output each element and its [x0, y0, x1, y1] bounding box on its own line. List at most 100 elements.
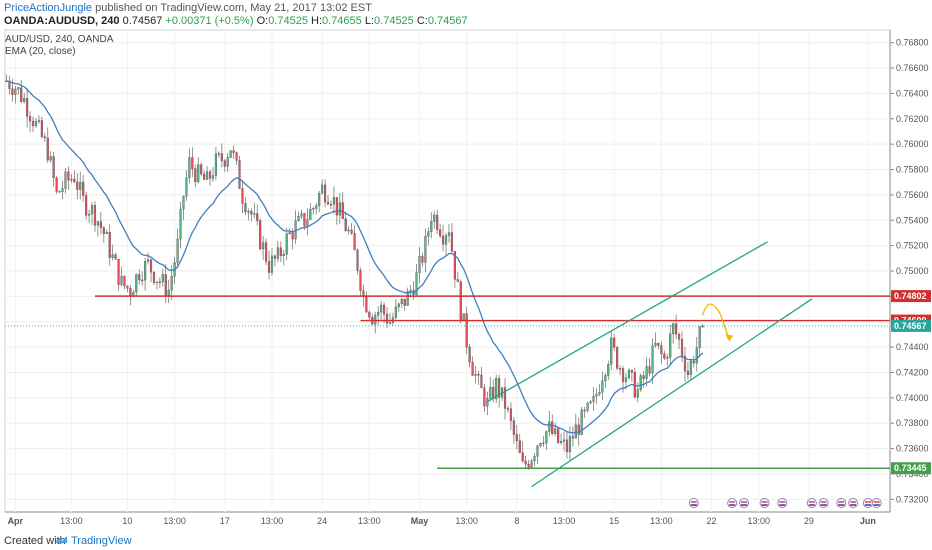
candle-body [580, 409, 583, 435]
candle-body [93, 205, 97, 226]
candle-body [589, 401, 592, 404]
candle-body [105, 232, 108, 234]
candle-body [627, 370, 631, 379]
candle-body [179, 208, 182, 240]
publish-info: PriceActionJungle published on TradingVi… [4, 2, 372, 14]
candle-body [592, 396, 595, 402]
candle-body [191, 157, 194, 169]
event-flag-stripe [779, 501, 786, 503]
x-tick-label: 13:00 [261, 516, 284, 526]
candle-body [267, 261, 271, 273]
candle-body [247, 210, 250, 213]
x-tick-label: 13:00 [358, 516, 381, 526]
candle-body [14, 88, 17, 95]
candle-body [185, 177, 188, 197]
candle-body [167, 289, 170, 296]
candle-body [409, 289, 412, 292]
candle-body [403, 298, 406, 306]
candle-body [329, 203, 333, 206]
high-value: 0.74655 [322, 15, 362, 27]
candle-body [680, 339, 684, 357]
candle-body [49, 156, 52, 161]
candle-body [436, 214, 439, 230]
candle-body [341, 202, 344, 219]
x-tick-label: Jun [860, 516, 876, 526]
legend-symbol: AUD/USD, 240, OANDA [5, 34, 114, 45]
candle-body [238, 160, 241, 189]
event-flag-stripe [729, 501, 736, 503]
close-label: C: [416, 15, 428, 27]
low-label: L: [364, 15, 375, 27]
tradingview-link[interactable]: TradingView [71, 535, 132, 547]
x-tick-label: May [411, 516, 429, 526]
last-price: 0.74567 [122, 15, 163, 27]
x-tick-label: 17 [220, 516, 230, 526]
candle-body [675, 323, 678, 335]
candle-body [545, 431, 548, 444]
candle-body [400, 298, 403, 305]
candle-body [483, 387, 486, 407]
candle-body [692, 361, 695, 364]
candle-body [61, 188, 64, 192]
candle-body [689, 361, 692, 375]
candle-body [701, 325, 704, 328]
candle-body [176, 238, 179, 263]
candle-body [26, 98, 29, 117]
candle-body [583, 409, 586, 412]
candle-body [542, 442, 545, 445]
candle-body [677, 334, 681, 340]
candle-body [203, 173, 206, 180]
candle-body [211, 175, 215, 179]
candle-body [217, 153, 220, 155]
projection-path [702, 303, 730, 340]
candle-body [374, 315, 377, 325]
candle-body [34, 121, 38, 127]
candle-body [11, 88, 14, 95]
candle-body [433, 214, 436, 222]
candle-body [695, 347, 698, 364]
low-value: 0.74525 [374, 15, 414, 27]
candle-body [332, 197, 336, 205]
price-chart[interactable]: 0.76800 0.76600 0.76400 0.76200 0.76000 0.758… [0, 0, 932, 532]
candle-body [471, 361, 474, 376]
candle-body [120, 275, 123, 285]
candle-body [601, 380, 604, 393]
candle-body [31, 120, 35, 127]
event-flag-stripe [740, 504, 747, 506]
candle-body [380, 304, 383, 313]
chart-legend: AUD/USD, 240, OANDA EMA (20, close) [5, 34, 113, 58]
candle-body [539, 443, 542, 447]
x-tick-label: 10 [122, 516, 132, 526]
quote-line: OANDA:AUDUSD, 240 0.74567 +0.00371 (+0.5… [4, 15, 468, 27]
candle-body [347, 229, 350, 232]
candle-body [338, 202, 341, 216]
ema-line [6, 80, 704, 434]
candle-body [67, 171, 70, 181]
candle-body [362, 290, 365, 296]
candle-body [397, 303, 400, 308]
candle-body [562, 439, 566, 442]
event-flag-stripe [820, 501, 827, 503]
y-tick-label: 0.76200 [896, 114, 929, 124]
candle-body [616, 347, 619, 369]
candle-body [595, 394, 598, 397]
author-link[interactable]: PriceActionJungle [4, 2, 93, 14]
tradingview-logo-icon [55, 536, 67, 543]
x-tick-label: 13:00 [747, 516, 770, 526]
created-with-text: Created with [4, 535, 66, 547]
event-flag-stripe [838, 501, 845, 503]
x-tick-label: 15 [609, 516, 619, 526]
candle-body [79, 181, 82, 190]
candle-body [586, 402, 589, 411]
candle-body [312, 208, 315, 210]
candle-body [430, 221, 433, 232]
y-tick-label: 0.74000 [896, 393, 929, 403]
candle-body [480, 374, 483, 388]
candle-body [439, 229, 442, 237]
candle-body [565, 439, 569, 453]
high-label: H: [311, 15, 323, 27]
candle-body [276, 247, 279, 259]
candle-body [158, 281, 161, 284]
candle-body [82, 181, 85, 196]
candle-body [368, 311, 371, 318]
